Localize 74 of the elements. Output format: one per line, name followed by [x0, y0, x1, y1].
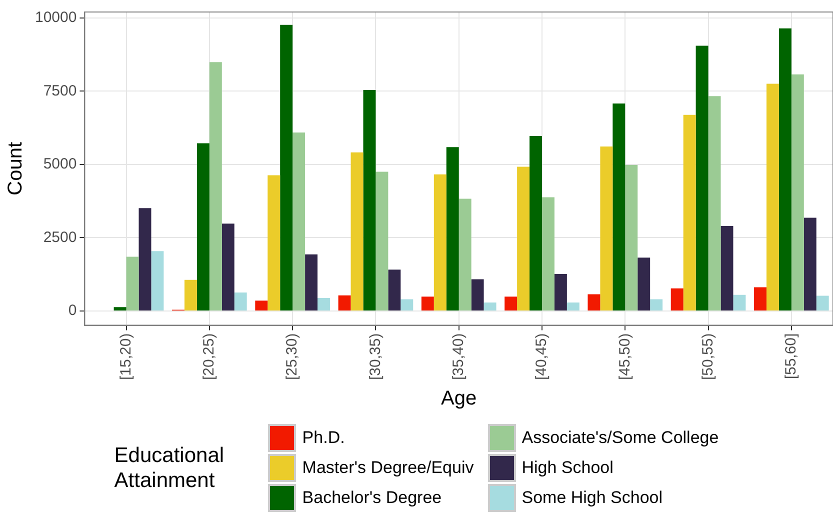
bar: [566, 302, 580, 310]
y-tick-label: 2500: [43, 228, 77, 246]
bar: [733, 294, 746, 310]
legend-label: Associate's/Some College: [522, 428, 719, 448]
bar: [754, 287, 766, 310]
x-axis-title: Age: [441, 388, 477, 410]
bar: [650, 299, 663, 310]
legend-label: Some High School: [522, 488, 663, 508]
bar: [791, 74, 804, 310]
y-tick-label: 0: [68, 302, 77, 320]
bar: [114, 307, 126, 310]
bar: [612, 103, 626, 310]
bar: [600, 146, 613, 310]
bar: [292, 132, 306, 310]
x-tick-label: [35,40): [450, 333, 467, 380]
bar: [376, 172, 388, 310]
bar: [196, 143, 210, 310]
bar: [400, 299, 414, 310]
x-tick-label: [15,20): [117, 333, 134, 380]
bar: [670, 288, 684, 310]
bar: [517, 166, 530, 310]
legend-label: Ph.D.: [302, 428, 345, 448]
bar: [484, 302, 496, 310]
bar: [138, 208, 152, 310]
bar: [350, 152, 364, 310]
x-tick-label: [45,50): [616, 333, 634, 380]
bar: [471, 279, 484, 310]
bar: [588, 294, 600, 310]
bar: [434, 174, 446, 310]
bar: [708, 96, 721, 310]
bar: [421, 296, 434, 310]
bar: [126, 256, 139, 310]
bar: [638, 258, 650, 310]
bar: [816, 296, 829, 310]
legend-title: Educational Attainment: [114, 443, 226, 493]
bar: [504, 296, 518, 310]
bar: [720, 226, 734, 310]
bar: [446, 147, 459, 310]
bar: [268, 175, 280, 310]
bar: [554, 274, 567, 310]
x-tick-label: [25,30): [284, 333, 301, 380]
bar: [151, 251, 164, 310]
bar: [778, 28, 792, 310]
legend-label: Bachelor's Degree: [302, 488, 442, 508]
y-tick-label: 5000: [43, 156, 77, 173]
bar: [255, 300, 268, 310]
bar: [530, 136, 542, 310]
bar: [338, 295, 351, 310]
legend-label: Master's Degree/Equiv: [302, 458, 474, 478]
bar: [222, 224, 234, 310]
bar: [804, 218, 816, 310]
bar: [280, 24, 293, 310]
y-axis-title: Count: [4, 142, 27, 196]
legend-label: High School: [522, 458, 614, 478]
bar: [683, 114, 696, 310]
bar: [209, 62, 222, 310]
bar: [388, 270, 401, 310]
bar: [696, 46, 708, 310]
bar: [184, 280, 197, 310]
y-tick-label: 7500: [43, 82, 77, 100]
bar: [458, 198, 472, 310]
bar: [318, 298, 330, 310]
bar: [542, 197, 554, 310]
y-tick-label: 10000: [34, 9, 77, 26]
x-tick-label: [30,35): [366, 333, 384, 380]
bar: [766, 84, 779, 310]
x-tick-label: [20,25): [200, 333, 218, 380]
x-tick-label: [50,55): [699, 333, 716, 380]
bar: [305, 254, 318, 310]
x-tick-label: [55,60]: [782, 333, 800, 380]
bar: [625, 164, 638, 310]
x-tick-label: [40,45): [533, 333, 550, 380]
bar: [234, 292, 247, 310]
bar: [363, 90, 376, 310]
